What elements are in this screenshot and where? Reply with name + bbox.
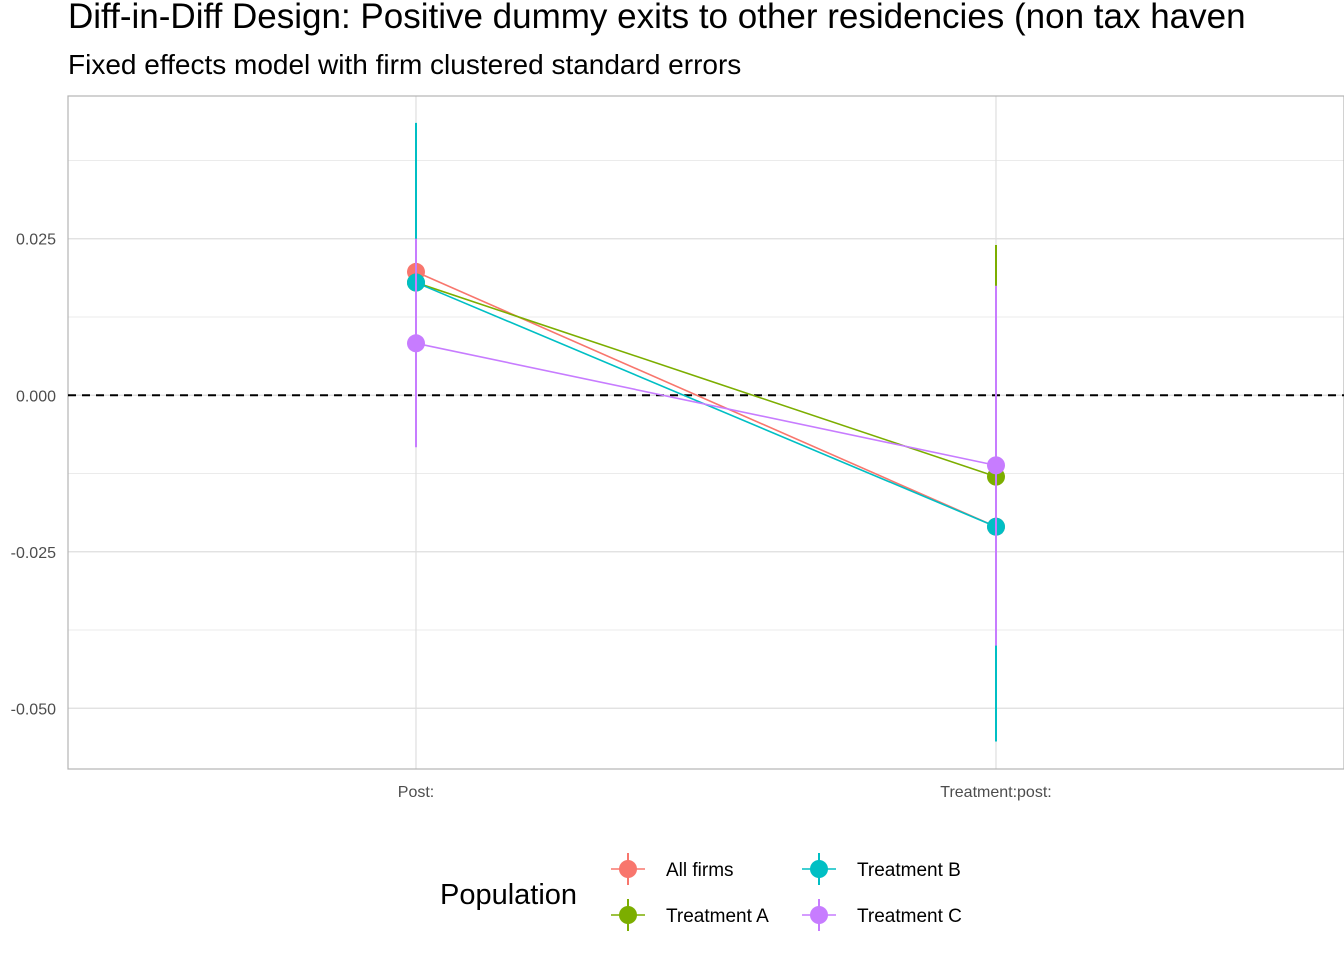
series-treatment-b [407, 122, 1005, 742]
legend-label: Treatment B [857, 860, 961, 881]
legend-key-point [619, 860, 637, 878]
legend-key-point [619, 906, 637, 924]
legend-label: Treatment C [857, 906, 962, 927]
series-line [415, 271, 997, 528]
series-treatment-a [407, 232, 1005, 646]
legend-label: Treatment A [666, 906, 769, 927]
series-treatment-c [407, 238, 1005, 646]
chart-subtitle: Fixed effects model with firm clustered … [68, 49, 741, 80]
legend-key [611, 899, 645, 931]
legend: Population All firms Treatment A Treatment … [440, 853, 962, 931]
legend-key-point [810, 906, 828, 924]
panel-border [67, 95, 1344, 770]
legend-key [611, 853, 645, 885]
legend-title: Population [440, 879, 577, 911]
legend-label: All firms [666, 860, 734, 881]
legend-key [802, 853, 836, 885]
y-tick-label: 0.025 [16, 232, 56, 249]
x-tick-label: Treatment:post: [940, 784, 1051, 801]
chart-title: Diff-in-Diff Design: Positive dummy exit… [68, 0, 1246, 36]
legend-key [802, 899, 836, 931]
x-tick-label: Post: [398, 784, 434, 801]
data-point [987, 456, 1005, 475]
y-tick-label: -0.050 [11, 701, 56, 718]
data-point [407, 334, 425, 353]
plot-area: -0.050 -0.025 0.000 0.025 Post: Treatment:pos… [11, 95, 1344, 801]
y-tick-label: 0.000 [16, 388, 56, 405]
y-tick-label: -0.025 [11, 545, 56, 562]
series-line [415, 342, 997, 467]
legend-key-point [810, 860, 828, 878]
